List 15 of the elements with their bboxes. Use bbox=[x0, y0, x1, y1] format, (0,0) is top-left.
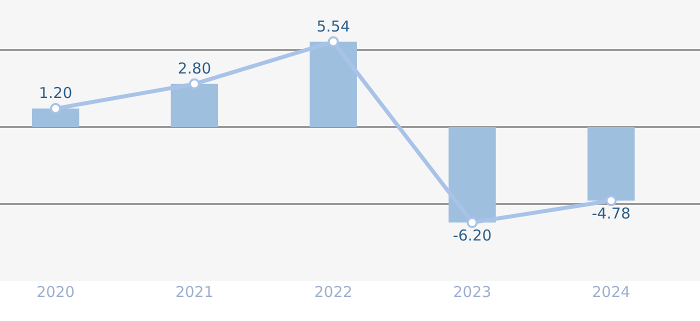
x-tick-label: 2023 bbox=[453, 283, 492, 301]
x-tick-label: 2022 bbox=[314, 283, 352, 301]
point bbox=[50, 103, 62, 114]
x-tick-label: 2021 bbox=[175, 283, 214, 301]
data-label: -6.20 bbox=[452, 226, 492, 244]
point bbox=[328, 36, 339, 48]
data-label: 5.54 bbox=[316, 17, 350, 36]
point bbox=[188, 78, 200, 90]
x-tick-label: 2020 bbox=[36, 283, 75, 301]
data-label: -4.78 bbox=[592, 204, 631, 223]
x-tick-label: 2024 bbox=[592, 283, 630, 301]
point bbox=[466, 216, 478, 228]
point bbox=[606, 195, 617, 206]
data-label: 1.20 bbox=[38, 84, 72, 102]
data-label: 2.80 bbox=[178, 60, 212, 78]
